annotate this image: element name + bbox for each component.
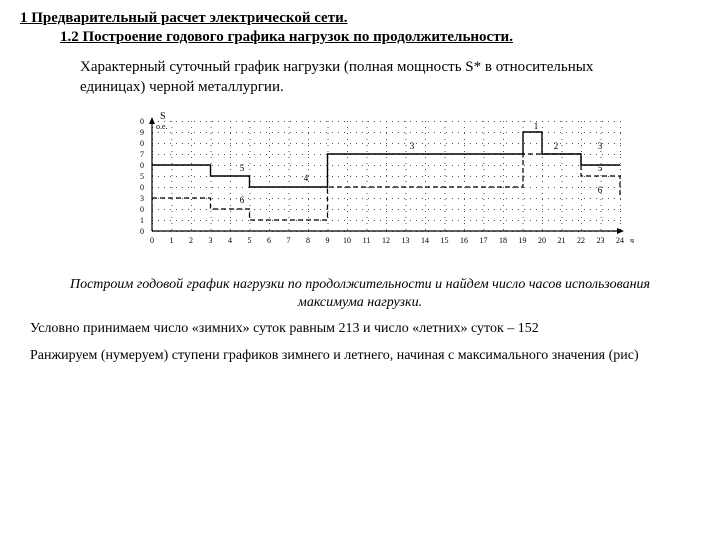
- svg-text:19: 19: [519, 236, 527, 245]
- para-2: Условно принимаем число «зимних» суток р…: [30, 320, 700, 338]
- svg-text:13: 13: [402, 236, 410, 245]
- para-1: Построим годовой график нагрузки по прод…: [40, 276, 680, 312]
- svg-text:5: 5: [598, 163, 603, 173]
- svg-text:5: 5: [240, 163, 245, 173]
- svg-text:3: 3: [209, 236, 213, 245]
- svg-text:0: 0: [150, 236, 154, 245]
- svg-text:15: 15: [441, 236, 449, 245]
- svg-text:10: 10: [343, 236, 351, 245]
- svg-text:8: 8: [306, 236, 310, 245]
- svg-text:ч: ч: [630, 236, 634, 245]
- svg-text:2: 2: [189, 236, 193, 245]
- svg-text:5: 5: [248, 236, 252, 245]
- svg-text:1: 1: [534, 121, 539, 131]
- svg-text:1: 1: [170, 236, 174, 245]
- svg-text:6: 6: [240, 195, 245, 205]
- svg-text:1: 1: [140, 216, 144, 225]
- svg-text:22: 22: [577, 236, 585, 245]
- para-3: Ранжируем (нумеруем) ступени графиков зи…: [30, 347, 700, 365]
- svg-text:23: 23: [597, 236, 605, 245]
- svg-text:3: 3: [598, 141, 603, 151]
- heading-1: 1 Предварительный расчет электрической с…: [20, 10, 700, 27]
- intro-text: Характерный суточный график нагрузки (по…: [80, 58, 660, 97]
- svg-text:0: 0: [140, 161, 144, 170]
- svg-text:5: 5: [140, 172, 144, 181]
- svg-text:0: 0: [140, 183, 144, 192]
- load-chart: Sо.е.09070503010012345678910111213141516…: [120, 107, 700, 262]
- svg-text:6: 6: [267, 236, 271, 245]
- heading-2: 1.2 Построение годового графика нагрузок…: [60, 29, 700, 46]
- svg-text:0: 0: [140, 227, 144, 236]
- svg-text:0: 0: [140, 139, 144, 148]
- svg-text:0: 0: [140, 117, 144, 126]
- chart-svg: Sо.е.09070503010012345678910111213141516…: [120, 107, 640, 257]
- svg-text:7: 7: [140, 150, 144, 159]
- svg-text:21: 21: [558, 236, 566, 245]
- svg-text:17: 17: [480, 236, 488, 245]
- svg-text:20: 20: [538, 236, 546, 245]
- svg-text:9: 9: [326, 236, 330, 245]
- svg-text:3: 3: [410, 141, 415, 151]
- svg-text:11: 11: [363, 236, 371, 245]
- svg-text:18: 18: [499, 236, 507, 245]
- svg-text:24: 24: [616, 236, 624, 245]
- svg-text:4: 4: [304, 173, 309, 183]
- svg-text:14: 14: [421, 236, 429, 245]
- svg-text:12: 12: [382, 236, 390, 245]
- svg-text:16: 16: [460, 236, 468, 245]
- svg-text:3: 3: [140, 194, 144, 203]
- svg-text:6: 6: [598, 185, 603, 195]
- svg-text:о.е.: о.е.: [156, 122, 168, 131]
- svg-text:0: 0: [140, 205, 144, 214]
- svg-text:2: 2: [554, 141, 559, 151]
- svg-text:9: 9: [140, 128, 144, 137]
- svg-text:7: 7: [287, 236, 291, 245]
- svg-text:S: S: [160, 111, 166, 122]
- svg-text:4: 4: [228, 236, 232, 245]
